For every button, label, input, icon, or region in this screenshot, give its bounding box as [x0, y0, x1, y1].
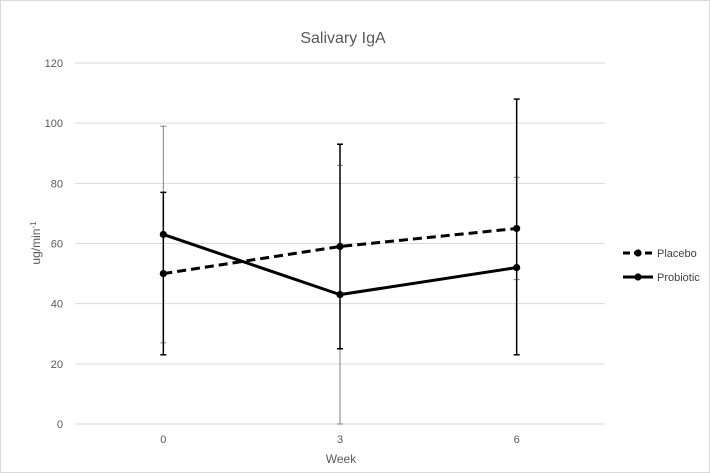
legend-swatch-marker [634, 273, 642, 281]
y-tick-label: 40 [51, 299, 63, 311]
y-tick-label: 60 [51, 239, 63, 251]
legend-swatch-marker [634, 249, 642, 257]
data-point [513, 263, 521, 272]
x-tick-label: 6 [514, 434, 520, 446]
y-tick-label: 20 [51, 359, 63, 371]
y-tick-label: 120 [45, 58, 63, 70]
y-axis-title-base: ug/min [29, 229, 43, 265]
y-axis-title: ug/min-1 [29, 221, 43, 265]
y-axis-title-superscript: -1 [29, 221, 38, 229]
series-line [163, 226, 517, 276]
chart-title: Salivary IgA [300, 30, 386, 47]
legend: Placebo Probiotic [623, 248, 700, 284]
data-point [159, 230, 167, 239]
legend-label: Probiotic [657, 272, 700, 284]
y-tick-label: 0 [57, 419, 63, 431]
legend-label: Placebo [657, 248, 697, 260]
y-axis-ticks: 0 20 40 60 80 100 120 [45, 58, 63, 431]
legend-item-placebo: Placebo [623, 248, 697, 260]
data-point [336, 291, 344, 299]
series-probiotic [159, 98, 521, 356]
y-tick-label: 80 [51, 178, 63, 190]
x-axis-ticks: 0 3 6 [160, 434, 519, 446]
y-tick-label: 100 [45, 118, 63, 130]
x-axis-title: Week [326, 452, 357, 466]
x-tick-label: 0 [160, 434, 166, 446]
legend-item-probiotic: Probiotic [623, 272, 700, 284]
x-tick-label: 3 [337, 434, 343, 446]
series-layer [159, 98, 521, 425]
